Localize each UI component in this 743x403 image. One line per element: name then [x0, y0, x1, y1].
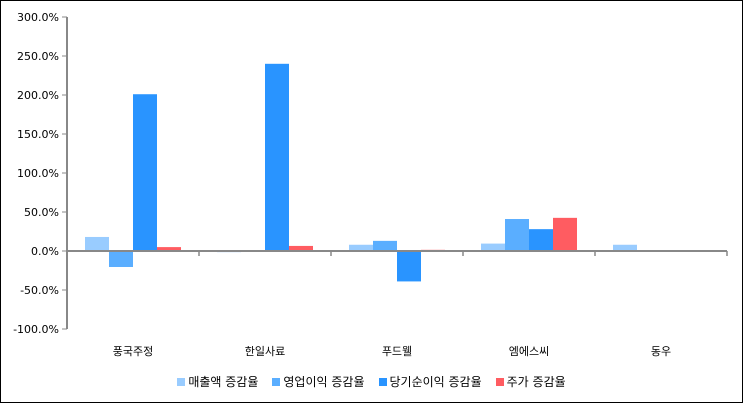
bar — [553, 217, 577, 251]
x-tick-label: 한일사료 — [245, 344, 285, 358]
y-tick-label: 200.0% — [17, 89, 59, 102]
x-tick-label: 풍국주정 — [113, 345, 153, 358]
legend-label: 영업이익 증감율 — [283, 375, 365, 389]
legend-item: 매출액 증감율 — [177, 373, 258, 390]
x-tick-label: 엠에스씨 — [509, 345, 549, 358]
y-tick-label: 150.0% — [17, 128, 59, 141]
legend-swatch — [378, 377, 387, 386]
legend-label: 매출액 증감율 — [188, 375, 259, 389]
legend-item: 주가 증감율 — [495, 373, 566, 390]
bar — [613, 244, 637, 251]
legend-label: 당기순이익 증감율 — [389, 375, 482, 389]
y-tick-label: 100.0% — [17, 167, 59, 180]
bar — [373, 240, 397, 251]
bar — [505, 219, 529, 251]
y-tick-label: 0.0% — [31, 245, 59, 258]
bar — [481, 243, 505, 251]
legend-swatch — [272, 377, 281, 386]
legend: 매출액 증감율 영업이익 증감율 당기순이익 증감율 주가 증감율 — [1, 373, 742, 390]
bar — [133, 94, 157, 251]
bar — [529, 229, 553, 251]
bar — [265, 63, 289, 251]
y-tick-label: 50.0% — [24, 206, 59, 219]
bar — [85, 236, 109, 251]
bar — [109, 251, 133, 267]
bar — [157, 247, 181, 251]
y-tick-label: 250.0% — [17, 50, 59, 63]
legend-item: 영업이익 증감율 — [272, 373, 365, 390]
legend-swatch — [495, 377, 504, 386]
bar — [397, 251, 421, 282]
x-tick-label: 푸드웰 — [382, 345, 412, 358]
bar — [289, 245, 313, 251]
legend-item: 당기순이익 증감율 — [378, 373, 482, 390]
legend-swatch — [177, 377, 186, 386]
y-tick-label: -50.0% — [20, 284, 59, 297]
legend-label: 주가 증감율 — [506, 375, 566, 389]
x-tick-label: 동우 — [651, 345, 671, 358]
y-tick-label: 300.0% — [17, 11, 59, 24]
y-tick-label: -100.0% — [13, 323, 59, 336]
bar — [349, 244, 373, 251]
